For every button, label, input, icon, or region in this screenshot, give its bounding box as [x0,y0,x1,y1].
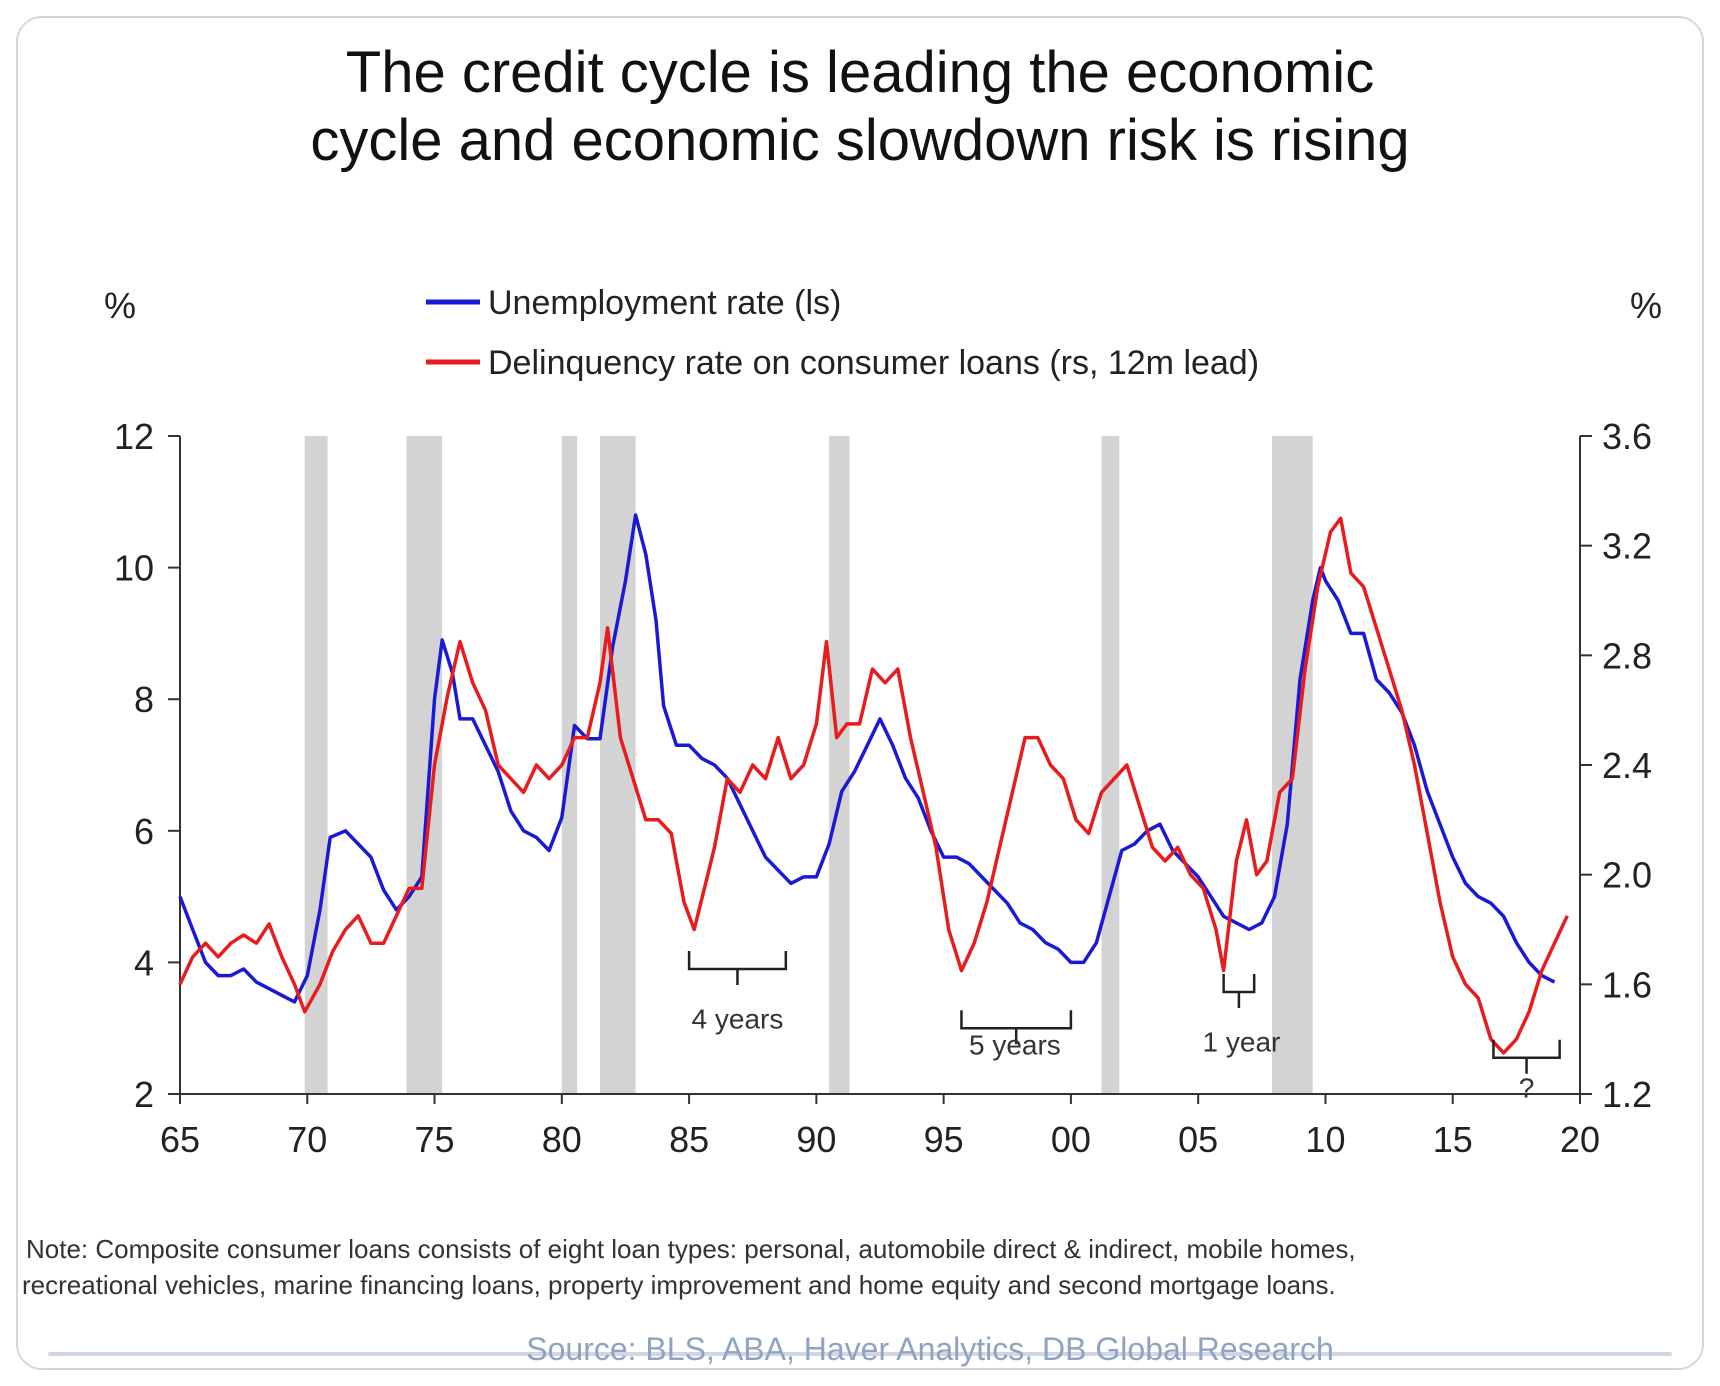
x-tick-label: 00 [1051,1119,1091,1160]
legend-label-delinquency: Delinquency rate on consumer loans (rs, … [488,344,1259,382]
x-tick-label: 65 [160,1119,200,1160]
card-bottom-border [48,1352,1672,1356]
recession-band-5 [1101,436,1120,1094]
left-tick-label: 2 [134,1074,154,1115]
recession-band-1 [406,436,443,1094]
x-tick-label: 75 [415,1119,455,1160]
series-line-delinquency [178,516,1569,1055]
right-tick-label: 1.2 [1602,1074,1652,1115]
x-tick-label: 10 [1305,1119,1345,1160]
right-tick-label: 3.6 [1602,416,1652,457]
x-tick-label: 20 [1560,1119,1600,1160]
left-tick-label: 10 [114,548,154,589]
annotation-bracket-3 [1492,1039,1561,1074]
series-line-unemployment [178,513,1556,1004]
chart-title-line-1: The credit cycle is leading the economic [346,40,1374,105]
left-tick-label: 12 [114,416,154,457]
right-tick-label: 2.8 [1602,635,1652,676]
left-tick-label: 8 [134,679,154,720]
chart-card [16,16,1704,1370]
x-tick-label: 85 [669,1119,709,1160]
legend-label-unemployment: Unemployment rate (ls) [488,284,841,322]
note-line-2: recreational vehicles, marine financing … [22,1270,1336,1300]
note-line-1: Note: Composite consumer loans consists … [26,1234,1356,1264]
chart-annotations: 4 years 5 years 1 year? [687,950,1561,1103]
left-tick-label: 6 [134,811,154,852]
x-tick-label: 90 [796,1119,836,1160]
annotation-label-1: 5 years [969,1030,1061,1061]
recession-bands [304,436,1313,1094]
annotation-label-0: 4 years [692,1003,784,1034]
chart-series [178,513,1569,1055]
annotation-bracket-0 [687,950,788,985]
x-tick-label: 70 [287,1119,327,1160]
left-axis-unit: % [104,285,136,326]
x-tick-label: 05 [1178,1119,1218,1160]
left-tick-label: 4 [134,942,154,983]
recession-band-0 [304,436,328,1094]
annotation-bracket-2 [1222,974,1256,1009]
source-line: Source: BLS, ABA, Haver Analytics, DB Gl… [526,1331,1333,1367]
x-tick-label: 95 [924,1119,964,1160]
right-tick-label: 2.4 [1602,745,1652,786]
x-tick-label: 80 [542,1119,582,1160]
chart-title-line-2: cycle and economic slowdown risk is risi… [310,108,1409,173]
right-axis-unit: % [1630,285,1662,326]
annotation-label-3: ? [1519,1072,1535,1103]
right-tick-label: 2.0 [1602,855,1652,896]
annotation-bracket-1 [960,1010,1073,1045]
chart-axes: 2 4 6 8 10 12 1.2 1.6 2.0 2.4 2.8 3.2 3.6 65 70 75 80 85 9… [114,416,1652,1160]
annotation-label-2: 1 year [1203,1026,1281,1057]
right-tick-label: 3.2 [1602,526,1652,567]
recession-band-4 [829,436,850,1094]
x-tick-label: 15 [1433,1119,1473,1160]
right-tick-label: 1.6 [1602,964,1652,1005]
